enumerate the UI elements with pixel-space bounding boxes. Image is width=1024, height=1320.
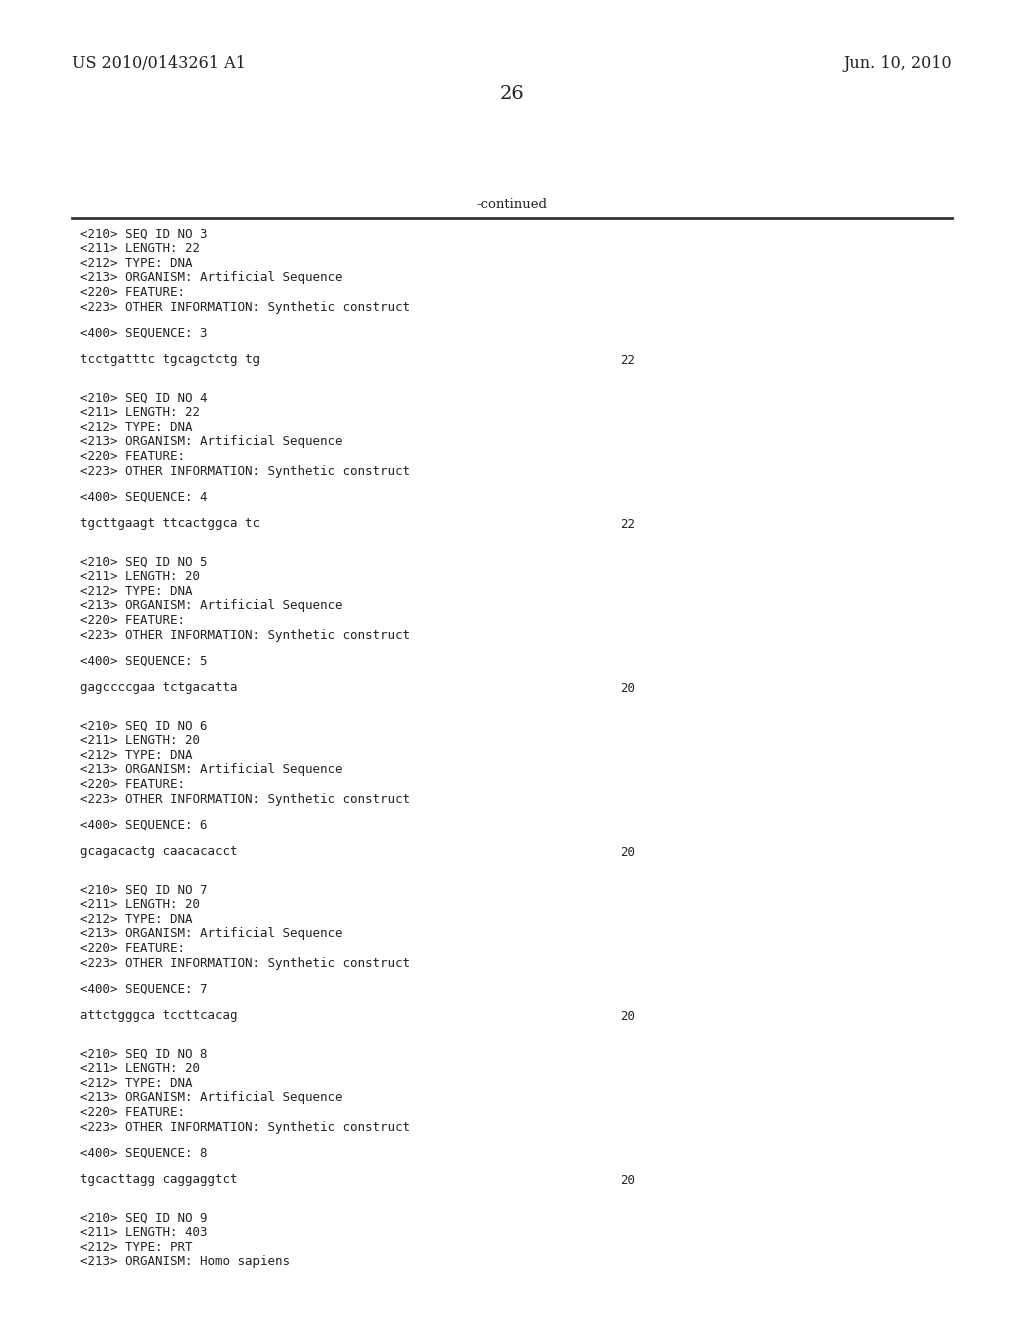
Text: <223> OTHER INFORMATION: Synthetic construct: <223> OTHER INFORMATION: Synthetic const…: [80, 957, 410, 969]
Text: <211> LENGTH: 20: <211> LENGTH: 20: [80, 734, 200, 747]
Text: gcagacactg caacacacct: gcagacactg caacacacct: [80, 846, 238, 858]
Text: 20: 20: [620, 846, 635, 858]
Text: gagccccgaa tctgacatta: gagccccgaa tctgacatta: [80, 681, 238, 694]
Text: tcctgatttc tgcagctctg tg: tcctgatttc tgcagctctg tg: [80, 354, 260, 367]
Text: <213> ORGANISM: Artificial Sequence: <213> ORGANISM: Artificial Sequence: [80, 928, 342, 940]
Text: <210> SEQ ID NO 7: <210> SEQ ID NO 7: [80, 884, 208, 898]
Text: <212> TYPE: DNA: <212> TYPE: DNA: [80, 421, 193, 434]
Text: <400> SEQUENCE: 5: <400> SEQUENCE: 5: [80, 655, 208, 668]
Text: <212> TYPE: DNA: <212> TYPE: DNA: [80, 257, 193, 271]
Text: Jun. 10, 2010: Jun. 10, 2010: [844, 55, 952, 73]
Text: <212> TYPE: DNA: <212> TYPE: DNA: [80, 585, 193, 598]
Text: 20: 20: [620, 681, 635, 694]
Text: <212> TYPE: PRT: <212> TYPE: PRT: [80, 1241, 193, 1254]
Text: attctgggca tccttcacag: attctgggca tccttcacag: [80, 1010, 238, 1023]
Text: 22: 22: [620, 517, 635, 531]
Text: <220> FEATURE:: <220> FEATURE:: [80, 777, 185, 791]
Text: -continued: -continued: [476, 198, 548, 211]
Text: <223> OTHER INFORMATION: Synthetic construct: <223> OTHER INFORMATION: Synthetic const…: [80, 1121, 410, 1134]
Text: tgcttgaagt ttcactggca tc: tgcttgaagt ttcactggca tc: [80, 517, 260, 531]
Text: US 2010/0143261 A1: US 2010/0143261 A1: [72, 55, 246, 73]
Text: <223> OTHER INFORMATION: Synthetic construct: <223> OTHER INFORMATION: Synthetic const…: [80, 628, 410, 642]
Text: <400> SEQUENCE: 3: <400> SEQUENCE: 3: [80, 327, 208, 341]
Text: <212> TYPE: DNA: <212> TYPE: DNA: [80, 913, 193, 927]
Text: <213> ORGANISM: Artificial Sequence: <213> ORGANISM: Artificial Sequence: [80, 763, 342, 776]
Text: 22: 22: [620, 354, 635, 367]
Text: <220> FEATURE:: <220> FEATURE:: [80, 614, 185, 627]
Text: <213> ORGANISM: Artificial Sequence: <213> ORGANISM: Artificial Sequence: [80, 436, 342, 449]
Text: <220> FEATURE:: <220> FEATURE:: [80, 942, 185, 954]
Text: tgcacttagg caggaggtct: tgcacttagg caggaggtct: [80, 1173, 238, 1187]
Text: <220> FEATURE:: <220> FEATURE:: [80, 286, 185, 300]
Text: <213> ORGANISM: Artificial Sequence: <213> ORGANISM: Artificial Sequence: [80, 1092, 342, 1105]
Text: 20: 20: [620, 1173, 635, 1187]
Text: <210> SEQ ID NO 9: <210> SEQ ID NO 9: [80, 1212, 208, 1225]
Text: <220> FEATURE:: <220> FEATURE:: [80, 1106, 185, 1119]
Text: <211> LENGTH: 22: <211> LENGTH: 22: [80, 243, 200, 256]
Text: <212> TYPE: DNA: <212> TYPE: DNA: [80, 748, 193, 762]
Text: <211> LENGTH: 20: <211> LENGTH: 20: [80, 570, 200, 583]
Text: <223> OTHER INFORMATION: Synthetic construct: <223> OTHER INFORMATION: Synthetic const…: [80, 301, 410, 314]
Text: <220> FEATURE:: <220> FEATURE:: [80, 450, 185, 463]
Text: <211> LENGTH: 20: <211> LENGTH: 20: [80, 1063, 200, 1076]
Text: 20: 20: [620, 1010, 635, 1023]
Text: 26: 26: [500, 84, 524, 103]
Text: <212> TYPE: DNA: <212> TYPE: DNA: [80, 1077, 193, 1090]
Text: <211> LENGTH: 20: <211> LENGTH: 20: [80, 899, 200, 912]
Text: <400> SEQUENCE: 7: <400> SEQUENCE: 7: [80, 983, 208, 997]
Text: <400> SEQUENCE: 8: <400> SEQUENCE: 8: [80, 1147, 208, 1160]
Text: <400> SEQUENCE: 6: <400> SEQUENCE: 6: [80, 818, 208, 832]
Text: <223> OTHER INFORMATION: Synthetic construct: <223> OTHER INFORMATION: Synthetic const…: [80, 792, 410, 805]
Text: <210> SEQ ID NO 4: <210> SEQ ID NO 4: [80, 392, 208, 405]
Text: <210> SEQ ID NO 8: <210> SEQ ID NO 8: [80, 1048, 208, 1061]
Text: <211> LENGTH: 403: <211> LENGTH: 403: [80, 1226, 208, 1239]
Text: <223> OTHER INFORMATION: Synthetic construct: <223> OTHER INFORMATION: Synthetic const…: [80, 465, 410, 478]
Text: <211> LENGTH: 22: <211> LENGTH: 22: [80, 407, 200, 420]
Text: <400> SEQUENCE: 4: <400> SEQUENCE: 4: [80, 491, 208, 504]
Text: <213> ORGANISM: Artificial Sequence: <213> ORGANISM: Artificial Sequence: [80, 272, 342, 285]
Text: <210> SEQ ID NO 5: <210> SEQ ID NO 5: [80, 556, 208, 569]
Text: <213> ORGANISM: Homo sapiens: <213> ORGANISM: Homo sapiens: [80, 1255, 290, 1269]
Text: <210> SEQ ID NO 6: <210> SEQ ID NO 6: [80, 719, 208, 733]
Text: <210> SEQ ID NO 3: <210> SEQ ID NO 3: [80, 228, 208, 242]
Text: <213> ORGANISM: Artificial Sequence: <213> ORGANISM: Artificial Sequence: [80, 599, 342, 612]
